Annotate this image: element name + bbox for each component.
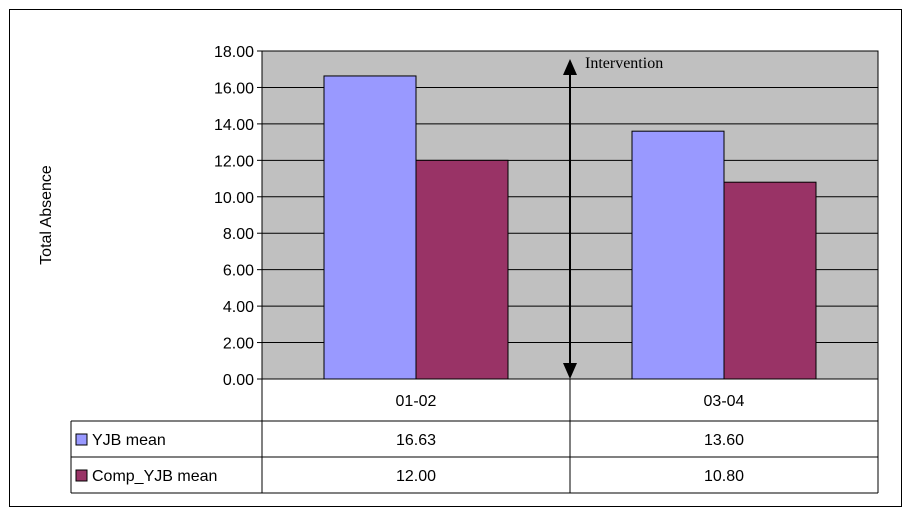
- data-label: 16.63: [396, 432, 436, 449]
- bar-comp-yjb-01-02: [415, 159, 509, 380]
- y-tick-label: 8.00: [223, 226, 254, 243]
- y-tick-label: 14.00: [214, 117, 254, 134]
- intervention-arrow-down: [563, 363, 577, 379]
- category-label: 01-02: [396, 393, 437, 410]
- y-tick-label: 18.00: [214, 44, 254, 61]
- y-tick-label: 16.00: [214, 80, 254, 97]
- data-label: 10.80: [704, 468, 744, 485]
- y-tick-label: 10.00: [214, 190, 254, 207]
- legend-label: Comp_YJB mean: [92, 468, 217, 485]
- y-tick-label: 12.00: [214, 153, 254, 170]
- chart-frame: 0.00 2.00 4.00 6.00 8.00 10.00 12.00 14.00 16.00…: [9, 9, 902, 507]
- data-label: 12.00: [396, 468, 436, 485]
- intervention-label: Intervention: [585, 55, 663, 72]
- bar-comp-yjb-03-04: [723, 181, 817, 380]
- y-axis-title: Total Absence: [38, 165, 55, 265]
- intervention-arrow-up: [563, 59, 577, 75]
- y-tick-label: 4.00: [223, 299, 254, 316]
- data-label: 13.60: [704, 432, 744, 449]
- bar-yjb-03-04: [631, 130, 725, 380]
- category-label: 03-04: [704, 393, 745, 410]
- legend-key-yjb: [75, 433, 88, 446]
- bar-chart: 0.00 2.00 4.00 6.00 8.00 10.00 12.00 14.00 16.00…: [38, 44, 879, 494]
- legend-key-comp-yjb: [75, 469, 88, 482]
- y-tick-label: 0.00: [223, 372, 254, 389]
- y-tick-label: 2.00: [223, 336, 254, 353]
- legend-label: YJB mean: [92, 432, 166, 449]
- y-tick-label: 6.00: [223, 263, 254, 280]
- bar-yjb-01-02: [323, 75, 417, 380]
